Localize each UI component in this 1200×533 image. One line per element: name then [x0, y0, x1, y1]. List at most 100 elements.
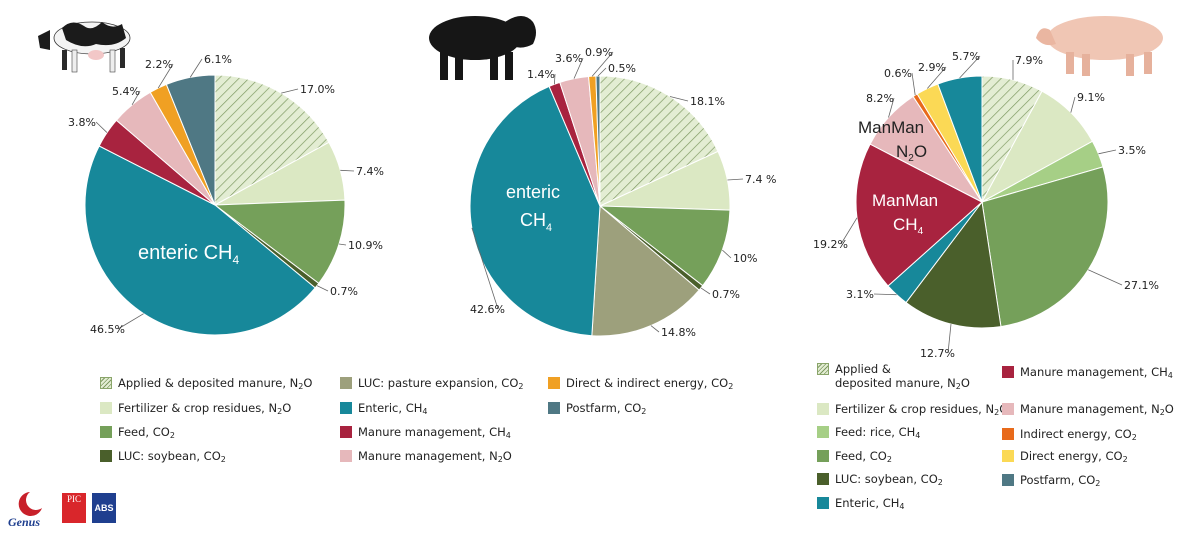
legend-swatch	[100, 426, 112, 438]
legend-label: Feed, CO2	[118, 425, 175, 440]
leader-line	[926, 66, 947, 89]
slice-value-label: 3.8%	[68, 116, 96, 129]
inner-label: ManMan	[858, 118, 924, 137]
legend-swatch	[548, 377, 560, 389]
legend-entry: Postfarm, CO2	[548, 401, 646, 419]
legend-entry: Fertilizer & crop residues, N2O	[817, 402, 1008, 420]
legend-swatch	[340, 426, 352, 438]
pie-slice	[981, 166, 1109, 328]
legend-swatch	[100, 450, 112, 462]
leader-line	[1098, 149, 1117, 155]
genus-logo-text: Genus	[8, 515, 41, 529]
legend-swatch	[1002, 366, 1014, 378]
inner-label: enteric	[506, 182, 560, 202]
legend-entry: Enteric, CH4	[817, 496, 904, 514]
legend-label: Manure management, CH4	[1020, 365, 1173, 380]
leader-line	[873, 293, 897, 296]
legend-entry: Applied & deposited manure, N2O	[817, 362, 970, 394]
cattle-legend: Applied & deposited manure, N2O Fertilize…	[100, 376, 750, 466]
leader-line	[669, 96, 689, 102]
pie-slice	[855, 143, 983, 287]
legend-entry: LUC: soybean, CO2	[817, 472, 943, 490]
legend-swatch	[340, 450, 352, 462]
leader-line	[959, 55, 981, 79]
legend-entry: Feed, CO2	[817, 449, 892, 467]
leader-line	[573, 57, 584, 79]
slice-value-label: 0.6%	[884, 67, 912, 80]
legend-label: Manure management, N2O	[358, 449, 512, 464]
slice-value-label: 2.2%	[145, 58, 173, 71]
legend-label: Enteric, CH4	[358, 401, 428, 416]
legend-entry: LUC: pasture expansion, CO2	[340, 376, 523, 394]
pie-slice	[84, 145, 316, 336]
leader-line	[650, 325, 660, 333]
slice-value-label: 27.1%	[1124, 279, 1159, 292]
leader-line	[189, 58, 203, 78]
legend-label: Manure management, N2O	[1020, 402, 1174, 417]
leader-line	[316, 285, 329, 292]
inner-label: enteric CH4	[138, 242, 239, 267]
legend-label: Direct energy, CO2	[1020, 449, 1128, 464]
legend-entry: Applied & deposited manure, N2O	[100, 376, 312, 394]
slice-value-label: 6.1%	[204, 53, 232, 66]
leader-line	[471, 227, 499, 310]
slice-value-label: 0.7%	[330, 285, 358, 298]
slice-value-label: 46.5%	[90, 323, 125, 336]
legend-label: Enteric, CH4	[835, 496, 905, 511]
slice-value-label: 9.1%	[1077, 91, 1105, 104]
slice-value-label: 7.9%	[1015, 54, 1043, 67]
slice-value-label: 18.1%	[690, 95, 725, 108]
leader-line	[727, 178, 744, 181]
legend-swatch	[817, 363, 829, 375]
pie-slice	[598, 205, 731, 287]
legend-entry: LUC: soybean, CO2	[100, 449, 226, 467]
legend-label: Fertilizer & crop residues, N2O	[118, 401, 292, 416]
legend-swatch	[548, 402, 560, 414]
legend-label: Feed, CO2	[835, 449, 892, 464]
legend-swatch	[1002, 428, 1014, 440]
slice-value-label: 19.2%	[813, 238, 848, 251]
legend-swatch	[817, 450, 829, 462]
leader-line	[591, 51, 614, 77]
leader-line	[131, 90, 141, 105]
legend-entry: Manure management, CH4	[1002, 365, 1173, 383]
slice-value-label: 2.9%	[918, 61, 946, 74]
slice-value-label: 8.2%	[866, 92, 894, 105]
slice-value-label: 42.6%	[470, 303, 505, 316]
legend-entry: Direct energy, CO2	[1002, 449, 1128, 467]
slice-value-label: 7.4%	[356, 165, 384, 178]
legend-swatch	[1002, 474, 1014, 486]
legend-swatch	[817, 497, 829, 509]
legend-label: Applied & deposited manure, N2O	[118, 376, 313, 391]
leader-line	[911, 72, 916, 96]
legend-swatch	[817, 426, 829, 438]
slice-value-label: 3.5%	[1118, 144, 1146, 157]
leader-line	[1088, 269, 1123, 286]
leader-line	[597, 67, 607, 77]
pig-legend: Applied & deposited manure, N2O Fertilizer…	[817, 362, 1200, 512]
legend-label: LUC: pasture expansion, CO2	[358, 376, 524, 391]
leader-line	[700, 287, 711, 295]
pig-icon	[1036, 16, 1163, 76]
leader-line	[117, 313, 144, 330]
beef-bull-icon	[429, 16, 536, 80]
legend-label: Applied & deposited manure, N2O	[835, 362, 970, 391]
legend-swatch	[340, 377, 352, 389]
pie-slice	[214, 74, 330, 206]
genus-logo-icon	[18, 492, 42, 516]
slice-value-label: 5.7%	[952, 50, 980, 63]
slice-value-label: 1.4%	[527, 68, 555, 81]
legend-swatch	[817, 473, 829, 485]
leader-line	[95, 121, 108, 133]
leader-line	[338, 243, 347, 246]
legend-label: Direct & indirect energy, CO2	[566, 376, 734, 391]
leader-line	[340, 169, 355, 172]
legend-swatch	[1002, 403, 1014, 415]
legend-swatch	[1002, 450, 1014, 462]
legend-entry: Feed, CO2	[100, 425, 175, 443]
abs-logo: ABS	[92, 493, 116, 523]
pie-slice	[599, 75, 719, 207]
legend-label: Postfarm, CO2	[566, 401, 647, 416]
pie-slice	[905, 200, 1002, 329]
